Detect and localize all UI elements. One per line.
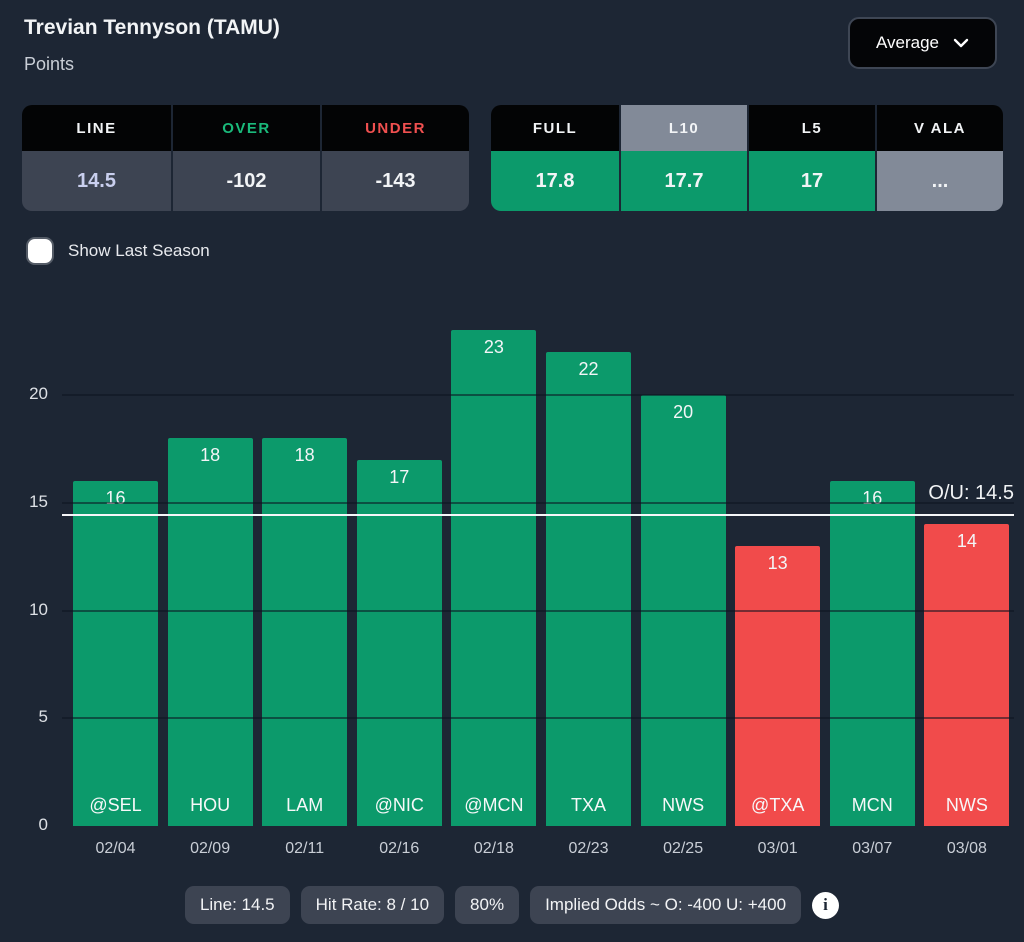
x-axis-date-label: 02/18: [473, 840, 514, 857]
splits-tab-l10[interactable]: L10: [621, 105, 747, 151]
bar-value-label: 17: [389, 466, 410, 487]
game-bar-03-08[interactable]: 14 NWS: [924, 524, 1010, 826]
splits-tab-v-ala[interactable]: V ALA: [877, 105, 1003, 151]
y-axis-tick-5: 5: [38, 707, 48, 727]
stat-tables-row: LINE 14.5 OVER -102 UNDER -143 FULL 17.8 L10 17.…: [22, 105, 1004, 211]
gridline-y15: [62, 501, 1014, 504]
player-name-title: Trevian Tennyson (TAMU): [24, 16, 280, 39]
bar-value-label: 20: [673, 402, 694, 422]
bar-opponent-label: MCN: [851, 794, 893, 815]
game-bar-02-11[interactable]: 18 LAM: [262, 438, 348, 826]
info-icon[interactable]: i: [812, 891, 840, 919]
y-axis-tick-10: 10: [29, 599, 48, 619]
aggregation-dropdown[interactable]: Average: [848, 17, 997, 69]
odds-table: LINE 14.5 OVER -102 UNDER -143: [22, 105, 469, 211]
bar-opponent-label: @MCN: [464, 794, 524, 815]
splits-col-l10: L10 17.7: [619, 105, 747, 211]
x-axis-date-label: 03/08: [946, 840, 987, 857]
summary-badges-row: Line: 14.5 Hit Rate: 8 / 10 80% Implied Odd…: [0, 886, 1024, 924]
game-bar-02-09[interactable]: 18 HOU: [167, 438, 253, 826]
splits-col-v-ala: V ALA...: [875, 105, 1003, 211]
splits-table: FULL 17.8 L10 17.7 L5 17 V ALA...: [491, 105, 1003, 211]
bar-value-label: 23: [483, 337, 504, 358]
gridline-y5: [62, 717, 1014, 720]
bar-value-label: 16: [862, 488, 883, 509]
odds-value-line: 14.5: [22, 151, 171, 211]
x-axis-date-label: 02/16: [379, 840, 420, 857]
game-bar-03-01[interactable]: 13 @TXA: [735, 545, 821, 826]
odds-header-over: OVER: [173, 105, 320, 151]
aggregation-dropdown-label: Average: [875, 33, 939, 52]
y-axis-tick-20: 20: [29, 384, 48, 403]
splits-tab-full[interactable]: FULL: [491, 105, 619, 151]
bar-opponent-label: @TXA: [751, 794, 805, 815]
points-bar-chart: 0 5 10 15 20 16 @SEL 02/04 18 HOU 02/09 18 LAM 02/11 1…: [0, 300, 1024, 880]
game-bar-02-04[interactable]: 16 @SEL: [73, 481, 158, 826]
odds-value-under: -143: [322, 151, 469, 211]
x-axis-date-label: 02/23: [568, 840, 609, 857]
show-last-season-toggle-row: Show Last Season: [28, 239, 210, 263]
show-last-season-label: Show Last Season: [68, 241, 210, 260]
splits-value-l10: 17.7: [621, 151, 747, 211]
bar-value-label: 16: [105, 488, 126, 509]
game-bar-02-23[interactable]: 22 TXA: [546, 351, 631, 826]
game-bar-02-16[interactable]: 17 @NIC: [356, 459, 442, 826]
splits-col-full: FULL 17.8: [491, 105, 619, 211]
splits-tab-l5[interactable]: L5: [749, 105, 875, 151]
game-bar-02-18[interactable]: 23 @MCN: [451, 330, 537, 826]
bar-opponent-label: TXA: [570, 794, 606, 815]
chevron-down-icon: [953, 38, 969, 48]
bar-value-label: 13: [767, 552, 788, 573]
y-axis-tick-0: 0: [38, 815, 48, 834]
splits-value-l5: 17: [749, 151, 875, 211]
bar-opponent-label: LAM: [286, 794, 324, 815]
bar-value-label: 22: [578, 358, 599, 379]
x-axis-date-label: 03/07: [852, 840, 893, 857]
stat-type-label: Points: [24, 54, 75, 74]
odds-col-line: LINE 14.5: [22, 105, 171, 211]
bar-value-label: 18: [294, 445, 315, 466]
bar-opponent-label: NWS: [662, 795, 705, 815]
gridline-y10: [62, 609, 1014, 612]
y-axis-tick-15: 15: [29, 491, 48, 511]
bar-value-label: 14: [956, 531, 977, 552]
prop-line: [62, 513, 1014, 517]
splits-value-full: 17.8: [491, 151, 619, 211]
summary-badge-3: Implied Odds ~ O: -400 U: +400: [530, 886, 802, 924]
bar-opponent-label: @NIC: [374, 794, 424, 815]
splits-value-v-ala: ...: [877, 151, 1003, 211]
x-axis-date-label: 02/09: [190, 840, 231, 857]
game-bar-03-07[interactable]: 16 MCN: [829, 481, 915, 826]
odds-col-under: UNDER -143: [320, 105, 469, 211]
splits-col-l5: L5 17: [747, 105, 875, 211]
x-axis-date-label: 02/11: [285, 840, 325, 857]
summary-badge-2: 80%: [455, 886, 520, 924]
odds-header-under: UNDER: [322, 105, 469, 151]
bar-value-label: 18: [200, 445, 221, 466]
x-axis-date-label: 03/01: [757, 840, 798, 857]
odds-col-over: OVER -102: [171, 105, 320, 211]
bar-opponent-label: @SEL: [89, 794, 142, 815]
x-axis-date-label: 02/25: [663, 840, 704, 857]
x-axis-date-label: 02/04: [95, 840, 136, 857]
bar-opponent-label: HOU: [190, 794, 231, 815]
prop-line-label: O/U: 14.5: [928, 481, 1014, 504]
gridline-y20: [62, 394, 1014, 396]
odds-value-over: -102: [173, 151, 320, 211]
odds-header-line: LINE: [22, 105, 171, 151]
show-last-season-checkbox[interactable]: [28, 239, 52, 263]
summary-badge-1: Hit Rate: 8 / 10: [300, 886, 445, 924]
summary-badge-0: Line: 14.5: [184, 886, 290, 924]
bar-opponent-label: NWS: [945, 794, 988, 815]
